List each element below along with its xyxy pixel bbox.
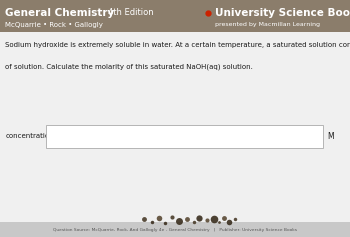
Text: McQuarrie • Rock • Gallogly: McQuarrie • Rock • Gallogly (5, 22, 103, 28)
Text: Question Source: McQuarrie, Rock, And Gallogly 4e - General Chemistry   |   Publ: Question Source: McQuarrie, Rock, And Ga… (53, 228, 297, 232)
Bar (0, 0, 350, 32)
Text: concentration:: concentration: (5, 133, 56, 139)
Text: 4th Edition: 4th Edition (108, 8, 154, 17)
Text: M: M (327, 132, 334, 141)
Text: presented by Macmillan Learning: presented by Macmillan Learning (215, 23, 320, 27)
Bar (0, 32, 350, 222)
Text: of solution. Calculate the molarity of this saturated NaOH(aq) solution.: of solution. Calculate the molarity of t… (5, 64, 253, 70)
Text: Sodium hydroxide is extremely soluble in water. At a certain temperature, a satu: Sodium hydroxide is extremely soluble in… (5, 41, 350, 48)
FancyBboxPatch shape (46, 125, 323, 148)
Text: General Chemistry: General Chemistry (5, 8, 114, 18)
Bar (0, 222, 350, 237)
Text: University Science Books: University Science Books (215, 8, 350, 18)
